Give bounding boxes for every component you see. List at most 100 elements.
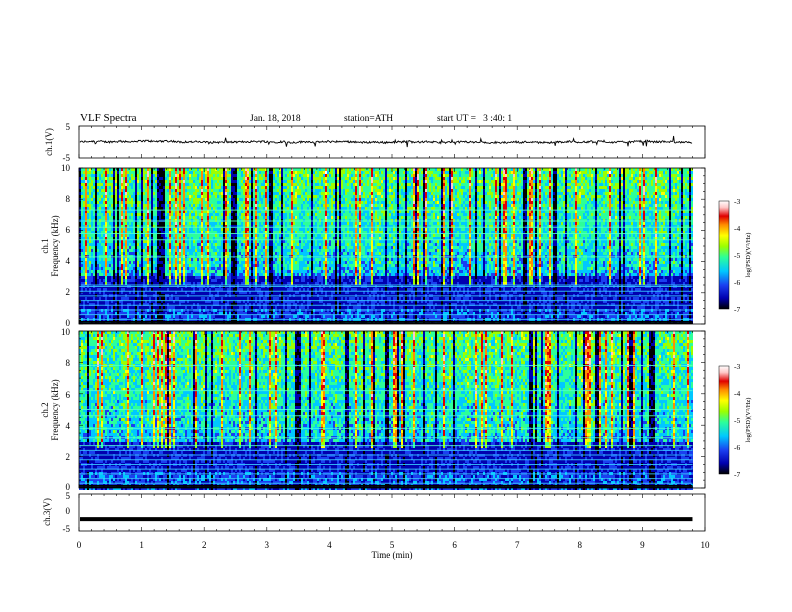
spectrogram-cell: [107, 303, 109, 306]
spectrogram-cell: [193, 216, 195, 219]
spectrogram-cell: [253, 228, 255, 231]
spectrogram-cell: [203, 264, 205, 267]
spectrogram-cell: [269, 273, 271, 276]
spectrogram-cell: [255, 270, 257, 273]
spectrogram-cell: [221, 180, 223, 183]
spectrogram-cell: [91, 303, 93, 306]
spectrogram-cell: [265, 174, 267, 177]
spectrogram-cell: [195, 228, 197, 231]
spectrogram-cell: [87, 228, 89, 231]
spectrogram-cell: [137, 291, 139, 294]
spectrogram-cell: [199, 234, 201, 237]
spectrogram-cell: [81, 192, 83, 195]
spectrogram-cell: [113, 234, 115, 237]
spectrogram-cell: [267, 168, 269, 171]
spectrogram-cell: [267, 180, 269, 183]
spectrogram-cell: [97, 195, 99, 198]
spectrogram-cell: [235, 312, 237, 315]
spectrogram-cell: [253, 192, 255, 195]
spectrogram-cell: [179, 231, 181, 234]
spectrogram-cell: [97, 246, 99, 249]
spectrogram-cell: [95, 180, 97, 183]
spectrogram-cell: [231, 279, 233, 282]
spectrogram-cell: [113, 303, 115, 306]
spectrogram-cell: [119, 228, 121, 231]
spectrogram-cell: [139, 180, 141, 183]
spectrogram-cell: [203, 261, 205, 264]
spectrogram-cell: [209, 300, 211, 303]
spectrogram-cell: [259, 240, 261, 243]
spectrogram-cell: [113, 258, 115, 261]
spectrogram-cell: [205, 303, 207, 306]
spectrogram-cell: [135, 261, 137, 264]
spectrogram-cell: [79, 261, 81, 264]
spectrogram-cell: [149, 210, 151, 213]
spectrogram-cell: [155, 174, 157, 177]
spectrogram-cell: [215, 249, 217, 252]
spectrogram-cell: [115, 180, 117, 183]
spectrogram-cell: [263, 252, 265, 255]
spectrogram-cell: [161, 219, 163, 222]
spectrogram-cell: [103, 177, 105, 180]
spectrogram-cell: [129, 267, 131, 270]
spectrogram-cell: [197, 258, 199, 261]
spectrogram-cell: [263, 189, 265, 192]
spectrogram-cell: [137, 225, 139, 228]
spectrogram-cell: [215, 168, 217, 171]
spectrogram-cell: [173, 288, 175, 291]
spectrogram-cell: [161, 246, 163, 249]
spectrogram-cell: [153, 204, 155, 207]
spectrogram-cell: [155, 225, 157, 228]
spectrogram-cell: [113, 270, 115, 273]
spectrogram-cell: [223, 246, 225, 249]
spectrogram-cell: [123, 174, 125, 177]
spectrogram-cell: [159, 306, 161, 309]
spectrogram-cell: [169, 282, 171, 285]
spectrogram-cell: [267, 237, 269, 240]
spectrogram-cell: [267, 210, 269, 213]
spectrogram-cell: [95, 288, 97, 291]
spectrogram-cell: [257, 306, 259, 309]
spectrogram-cell: [179, 309, 181, 312]
spectrogram-cell: [177, 264, 179, 267]
spectrogram-cell: [109, 291, 111, 294]
spectrogram-cell: [113, 183, 115, 186]
spectrogram-cell: [205, 222, 207, 225]
spectrogram-cell: [181, 237, 183, 240]
spectrogram-cell: [249, 210, 251, 213]
spectrogram-cell: [143, 297, 145, 300]
spectrogram-cell: [143, 264, 145, 267]
spectrogram-cell: [111, 300, 113, 303]
spectrogram-cell: [209, 249, 211, 252]
spectrogram-cell: [95, 192, 97, 195]
spectrogram-cell: [83, 279, 85, 282]
spectrogram-cell: [191, 177, 193, 180]
spectrogram-cell: [261, 303, 263, 306]
spectrogram-cell: [215, 315, 217, 318]
spectrogram-cell: [145, 210, 147, 213]
spectrogram-cell: [139, 198, 141, 201]
spectrogram-cell: [187, 207, 189, 210]
spectrogram-cell: [107, 243, 109, 246]
spectrogram-cell: [115, 282, 117, 285]
spectrogram-cell: [221, 201, 223, 204]
spectrogram-cell: [111, 228, 113, 231]
spectrogram-cell: [253, 288, 255, 291]
spectrogram-cell: [225, 171, 227, 174]
spectrogram-cell: [223, 180, 225, 183]
spectrogram-cell: [183, 204, 185, 207]
spectrogram-cell: [219, 276, 221, 279]
spectrogram-cell: [123, 204, 125, 207]
spectrogram-cell: [265, 303, 267, 306]
spectrogram-cell: [143, 195, 145, 198]
spectrogram-cell: [191, 258, 193, 261]
spectrogram-cell: [93, 312, 95, 315]
spectrogram-cell: [245, 186, 247, 189]
spectrogram-cell: [201, 312, 203, 315]
spectrogram-cell: [241, 246, 243, 249]
spectrogram-cell: [205, 213, 207, 216]
spectrogram-cell: [265, 210, 267, 213]
spectrogram-cell: [195, 225, 197, 228]
spectrogram-cell: [89, 282, 91, 285]
spectrogram-cell: [215, 300, 217, 303]
